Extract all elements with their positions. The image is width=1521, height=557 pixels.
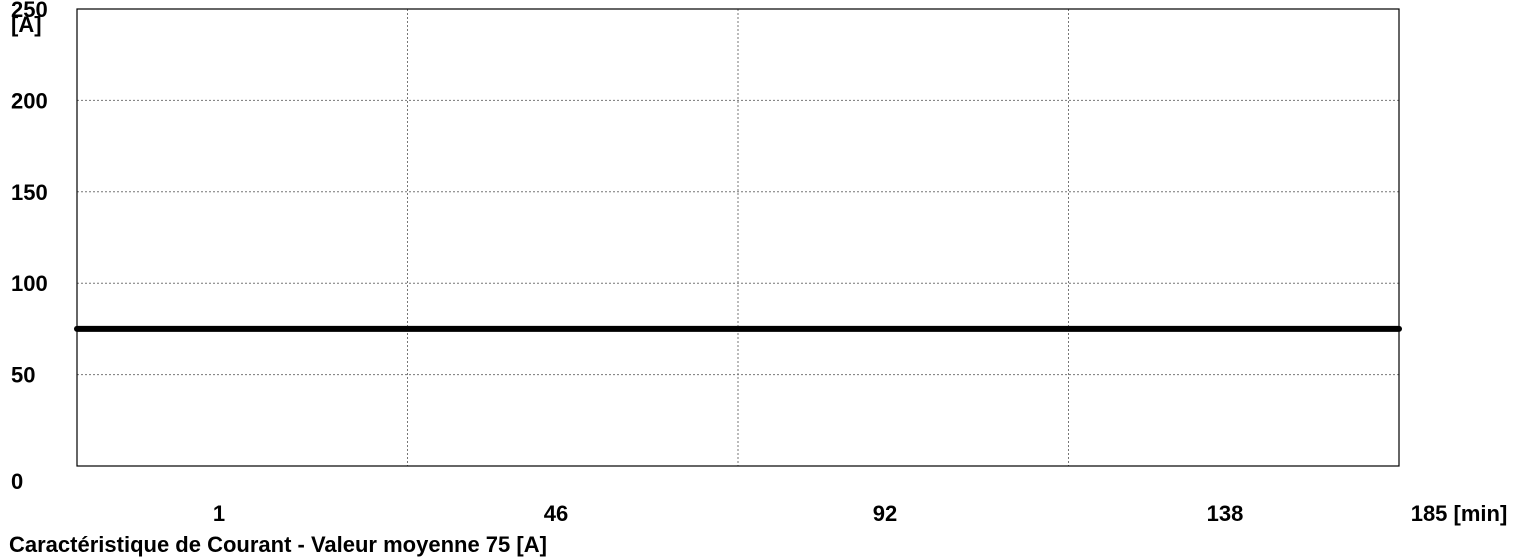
x-tick-label: 185 [min] bbox=[1411, 501, 1508, 526]
plot-frame bbox=[76, 8, 1400, 467]
y-tick-label: 200 bbox=[11, 88, 48, 113]
y-axis-unit-label: [A] bbox=[11, 12, 42, 37]
x-tick-label: 1 bbox=[213, 501, 225, 526]
grid-lines bbox=[77, 9, 1399, 466]
x-tick-labels: 1 46 92 138 185 [min] bbox=[213, 501, 1507, 526]
y-tick-label: 0 bbox=[11, 469, 23, 494]
x-tick-label: 92 bbox=[873, 501, 897, 526]
y-tick-label: 100 bbox=[11, 271, 48, 296]
y-tick-label: 50 bbox=[11, 363, 35, 388]
chart-title: Caractéristique de Courant - Valeur moye… bbox=[9, 532, 547, 557]
y-tick-label: 150 bbox=[11, 180, 48, 205]
y-tick-label: 250 bbox=[11, 0, 48, 22]
x-tick-label: 138 bbox=[1207, 501, 1244, 526]
y-tick-labels: 0 50 100 150 200 250 bbox=[11, 0, 48, 494]
x-tick-label: 46 bbox=[544, 501, 568, 526]
